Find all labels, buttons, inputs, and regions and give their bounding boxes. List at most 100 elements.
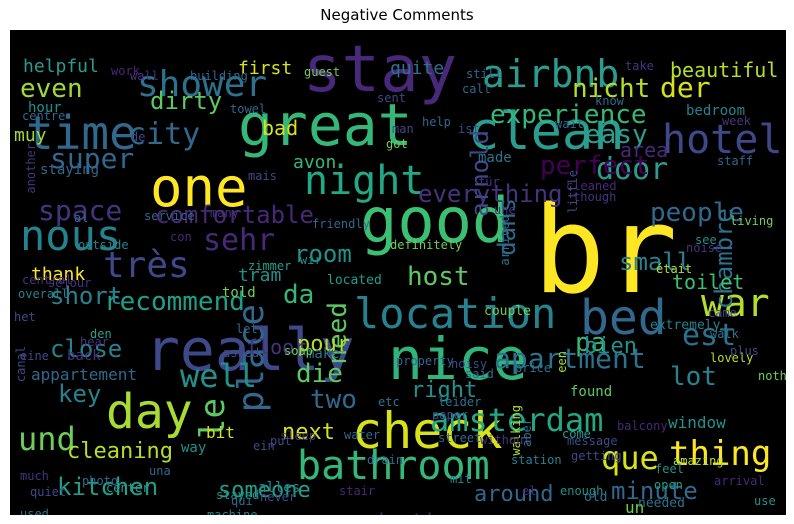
word-144: price [515, 361, 552, 375]
word-116: un [625, 498, 645, 516]
word-109: nothing [758, 369, 786, 383]
word-107: walk [710, 327, 739, 341]
word-18: airbnb [482, 52, 620, 96]
word-122: never [260, 490, 297, 504]
word-79: muy [14, 125, 47, 146]
word-115: enough [560, 484, 604, 498]
word-15: bathroom [297, 443, 490, 489]
word-77: first [238, 58, 293, 79]
word-85: told [222, 285, 256, 301]
word-172: mais [248, 169, 277, 183]
word-55: close [50, 335, 123, 363]
word-182: arrived [498, 215, 512, 266]
word-89: back [67, 348, 101, 364]
word-51: room [294, 240, 352, 268]
word-190: take [625, 59, 654, 73]
word-179: était [656, 262, 693, 276]
word-9: day [106, 384, 193, 440]
word-164: service [144, 209, 195, 223]
word-86: located [327, 273, 382, 288]
word-34: super [50, 142, 135, 175]
word-119: station [511, 453, 562, 467]
word-52: short [50, 282, 123, 310]
word-74: bad [262, 116, 299, 140]
word-131: machine [207, 508, 258, 515]
word-50: small [619, 248, 692, 276]
chart-title: Negative Comments [320, 6, 474, 24]
word-153: hear [80, 335, 109, 349]
word-138: mit [450, 472, 472, 486]
word-cloud: br stay great clean good nice one really check da… [10, 30, 786, 515]
word-171: ist [458, 122, 480, 136]
word-31: well [180, 357, 258, 395]
word-105: use [754, 494, 776, 508]
word-125: photo [82, 474, 119, 488]
word-75: beautiful [670, 58, 779, 82]
word-102: feel [655, 462, 684, 476]
word-106: lovely [710, 351, 754, 365]
word-123: stayed [216, 488, 260, 502]
word-196: many [210, 206, 239, 220]
word-159: con [170, 230, 192, 244]
word-189: call [462, 82, 491, 96]
word-94: window [668, 413, 726, 432]
word-165: canal [14, 346, 28, 383]
word-32: sehr [203, 223, 276, 258]
word-195: help [422, 115, 451, 129]
word-108: plus [730, 344, 759, 358]
word-149: soap [284, 344, 313, 358]
word-62: minute [611, 477, 698, 505]
word-126: much [20, 469, 49, 483]
word-20: war [701, 281, 770, 325]
word-174: für [478, 175, 500, 189]
word-14: bed [580, 290, 667, 346]
word-33: city [128, 117, 201, 152]
word-19: très [103, 245, 190, 286]
word-156: overall [18, 287, 69, 301]
word-139: leider [438, 395, 482, 409]
word-177: though [573, 190, 617, 204]
word-54: est [682, 318, 737, 353]
word-166: centre [22, 109, 66, 123]
word-46: easy [585, 120, 648, 150]
word-48: people [650, 198, 744, 228]
word-150: asked [223, 346, 260, 360]
word-41: recommend [104, 287, 245, 317]
word-197: al [74, 211, 89, 225]
word-78: quite [390, 58, 445, 79]
word-191: wait [555, 117, 584, 131]
word-167: another [24, 143, 38, 194]
word-81: de [131, 130, 146, 144]
word-151: let [236, 322, 258, 336]
word-43: space [38, 194, 123, 227]
word-184: wall [130, 69, 159, 83]
word-132: qui [231, 494, 253, 508]
word-88: extremely [650, 318, 721, 333]
word-170: man [392, 122, 414, 136]
word-147: een [555, 351, 569, 373]
word-110: water [344, 428, 381, 442]
word-133: ein [253, 439, 275, 453]
word-13: location [354, 289, 557, 338]
word-63: cleaning [67, 439, 173, 464]
word-0: br [533, 182, 678, 321]
word-72: floor [246, 335, 307, 359]
word-69: bien [584, 334, 637, 359]
word-84: thank [31, 264, 86, 285]
word-135: drain [367, 453, 404, 467]
word-148: aber [520, 418, 534, 447]
word-37: der [660, 71, 711, 104]
word-35: experience [490, 100, 647, 130]
word-161: zimmer [248, 259, 292, 273]
word-136: paper [432, 408, 469, 422]
word-82: staying [40, 162, 100, 178]
word-29: everything [418, 180, 563, 208]
word-194: sent [377, 91, 406, 105]
word-183: little [566, 170, 580, 214]
word-185: work [111, 64, 140, 78]
word-53: da [283, 280, 315, 310]
word-118: needed [638, 496, 685, 511]
word-192: know [595, 94, 624, 108]
word-40: comfortable [155, 201, 314, 229]
word-114: getting [571, 449, 622, 463]
